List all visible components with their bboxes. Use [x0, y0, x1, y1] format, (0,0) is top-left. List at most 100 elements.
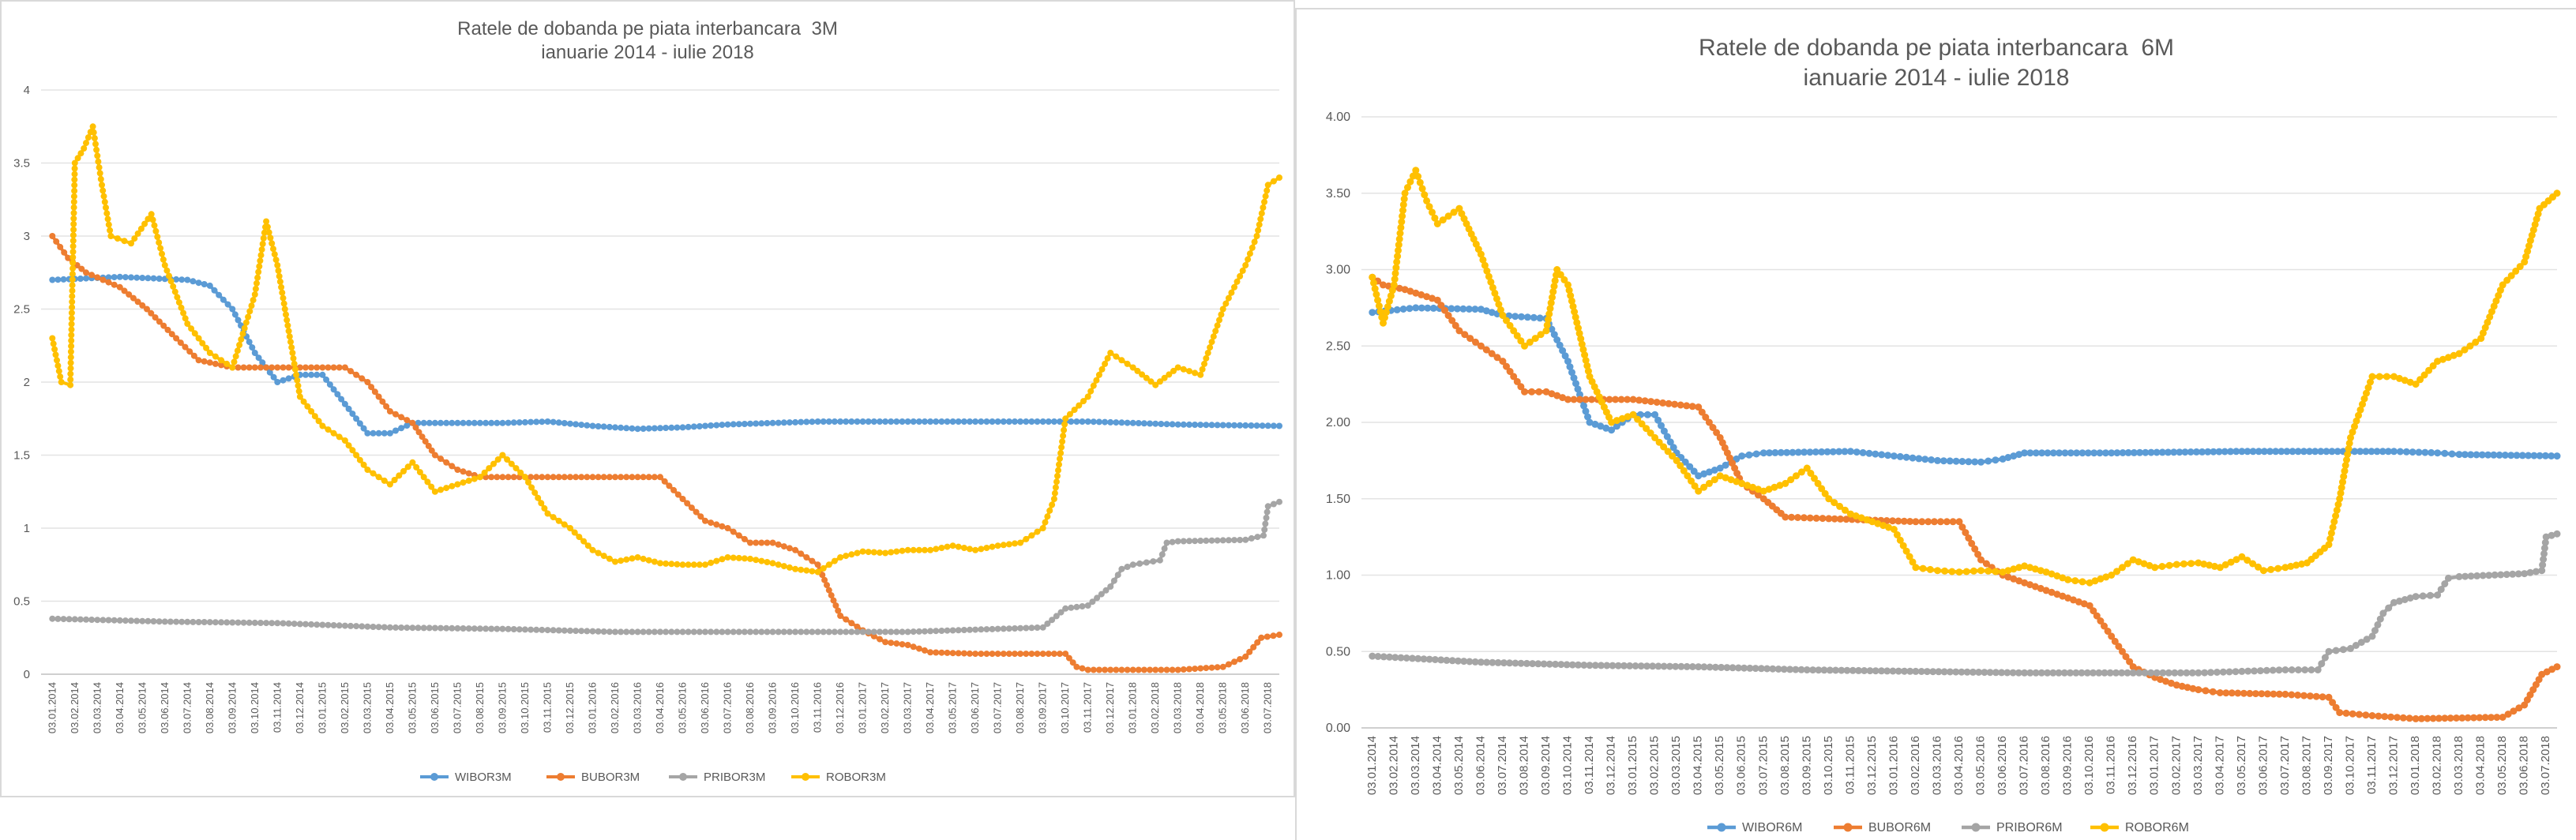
data-point [1158, 551, 1166, 558]
data-point [792, 418, 799, 426]
data-point [882, 549, 889, 557]
data-point [420, 474, 427, 481]
data-point [2467, 572, 2475, 580]
data-point [2481, 714, 2489, 722]
data-point [2010, 565, 2018, 573]
data-point [2055, 669, 2063, 677]
data-point [2319, 693, 2326, 701]
data-point [1872, 450, 1879, 458]
data-point [2412, 593, 2420, 601]
data-point [2390, 448, 2398, 456]
data-point [1912, 518, 1920, 526]
x-tick-label: 03.05.2017 [947, 682, 959, 733]
data-point [396, 472, 403, 479]
data-point [486, 465, 493, 472]
data-point [877, 549, 883, 556]
data-point [1928, 456, 1936, 463]
x-tick-label: 03.02.2015 [339, 682, 351, 733]
data-point [1517, 659, 1525, 667]
data-point [1855, 666, 1862, 674]
x-tick-label: 03.01.2014 [46, 682, 58, 733]
data-point [1107, 418, 1114, 426]
data-point [2064, 594, 2072, 602]
data-point [1671, 400, 1679, 408]
data-point [735, 421, 742, 428]
data-point [1513, 332, 1521, 339]
data-point [334, 391, 341, 398]
data-point [490, 460, 497, 467]
data-point [1212, 328, 1219, 335]
data-point [1028, 651, 1035, 658]
data-point [2367, 378, 2374, 386]
data-point [400, 467, 407, 474]
data-point [724, 421, 731, 428]
data-point [1431, 656, 1439, 663]
data-point [944, 649, 951, 656]
data-point [1570, 396, 1578, 403]
data-point [68, 315, 75, 322]
data-point [1118, 419, 1125, 426]
x-tick-label: 03.05.2018 [1217, 682, 1229, 733]
data-point [645, 474, 652, 481]
data-point [1723, 664, 1731, 672]
data-point [259, 359, 266, 366]
data-point [525, 478, 531, 486]
data-point [2435, 714, 2443, 722]
data-point [2526, 568, 2534, 576]
data-point [854, 623, 861, 630]
data-point [360, 461, 367, 468]
data-point [494, 474, 501, 481]
data-point [1971, 545, 1979, 553]
data-point [1629, 411, 1637, 418]
data-point [280, 364, 287, 371]
data-point [2444, 354, 2452, 362]
data-point [71, 171, 78, 178]
data-point [2176, 448, 2184, 456]
data-point [1203, 665, 1210, 672]
data-point [1573, 319, 1581, 327]
data-point [978, 418, 985, 425]
data-point [375, 624, 382, 631]
data-point [54, 357, 60, 364]
data-point [730, 554, 737, 561]
data-point [2326, 535, 2334, 542]
data-point [1068, 418, 1075, 425]
data-point [1051, 489, 1058, 497]
data-point [1270, 501, 1277, 508]
data-point [103, 210, 111, 217]
data-point [1059, 438, 1066, 445]
data-point [1906, 667, 1914, 675]
data-point [1912, 564, 1920, 572]
data-point [152, 227, 160, 234]
data-point [2419, 592, 2427, 600]
data-point [1057, 609, 1065, 616]
data-point [1831, 515, 1838, 523]
data-point [212, 353, 219, 360]
data-point [1752, 665, 1759, 673]
data-point [1203, 537, 1210, 544]
data-point [409, 419, 416, 426]
data-point [1842, 506, 1849, 514]
data-point [2294, 448, 2302, 456]
data-point [280, 300, 287, 307]
data-point [1641, 397, 1649, 405]
x-tick-label: 03.08.2017 [1014, 682, 1026, 733]
data-point [848, 551, 855, 558]
data-point [454, 481, 461, 488]
data-point [1793, 472, 1800, 480]
data-point [2311, 448, 2319, 456]
data-point [107, 233, 115, 239]
data-point [1852, 512, 1860, 519]
data-point [1896, 452, 1904, 460]
data-point [1493, 294, 1500, 302]
data-point [2439, 355, 2446, 363]
legend-label-robor3m: ROBOR3M [826, 771, 886, 784]
data-point [561, 627, 568, 634]
data-point [1045, 651, 1052, 658]
data-point [2067, 669, 2074, 677]
data-point [831, 557, 838, 564]
data-point [443, 485, 450, 492]
data-point [1981, 669, 1988, 677]
data-point [2455, 451, 2463, 459]
data-point [1549, 294, 1556, 302]
